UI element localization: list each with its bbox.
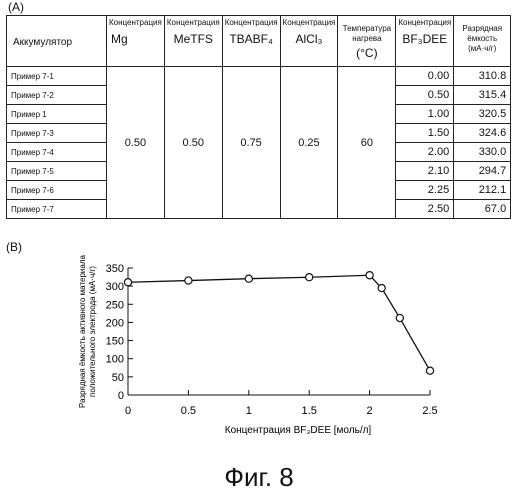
row-name: Пример 7-3 [7,124,107,143]
header-tbabf-top: Концентрация [225,18,278,28]
header-temp-top: Температура нагрева [340,24,393,44]
y-axis-label-line: положительного электрода (мА·ч/г) [88,266,97,397]
mg-value: 0.50 [107,67,165,219]
y-tick-label: 200 [106,317,124,329]
bf-value: 1.50 [396,124,454,143]
y-tick-label: 250 [106,299,124,311]
x-tick-label: 2.5 [422,405,437,417]
data-point [378,284,385,291]
x-axis-label: Концентрация BF₃DEE [моль/л] [225,425,372,436]
header-battery: Аккумулятор [7,16,107,67]
header-metfs: Концентрация MeTFS [164,16,222,67]
header-mg-bottom: Mg [109,32,162,46]
header-temp-bottom: (°C) [340,46,393,60]
y-tick-label: 150 [106,336,124,348]
header-metfs-top: Концентрация [167,18,220,28]
bf-value: 0.50 [396,86,454,105]
temp-value: 60 [338,67,396,219]
data-point [306,274,313,281]
header-mg-top: Концентрация [109,18,162,28]
row-name: Пример 7-6 [7,181,107,200]
y-tick-label: 100 [106,354,124,366]
y-tick-label: 0 [118,390,124,402]
row-name: Пример 7-2 [7,86,107,105]
panel-a-label: (A) [8,0,24,14]
header-temp: Температура нагрева (°C) [338,16,396,67]
capacity-value: 315.4 [454,86,511,105]
table-row: Пример 7-1 0.50 0.50 0.75 0.25 60 0.00 3… [7,67,511,86]
capacity-value: 310.8 [454,67,511,86]
header-mg: Концентрация Mg [107,16,165,67]
header-bf: Концентрация BF₃DEE [396,16,454,67]
data-point [426,367,433,374]
y-tick-label: 300 [106,281,124,293]
row-name: Пример 7-7 [7,200,107,219]
capacity-value: 330.0 [454,143,511,162]
header-tbabf: Концентрация TBABF₄ [222,16,280,67]
capacity-chart: 0 50 100 150 200 250 300 350 0 0.5 1 1.5 2 2.5 Концент… [0,255,518,465]
capacity-table: Аккумулятор Концентрация Mg Концентрация… [6,15,511,219]
capacity-value: 67.0 [454,200,511,219]
data-point [124,279,131,286]
header-alcl: Концентрация AlCl₃ [280,16,338,67]
bf-value: 2.50 [396,200,454,219]
capacity-value: 320.5 [454,105,511,124]
row-name: Пример 7-4 [7,143,107,162]
row-name: Пример 1 [7,105,107,124]
bf-value: 2.10 [396,162,454,181]
bf-value: 0.00 [396,67,454,86]
header-metfs-bottom: MeTFS [167,32,220,46]
x-tick-label: 0.5 [181,405,196,417]
header-tbabf-bottom: TBABF₄ [225,32,278,46]
x-tick-label: 1 [246,405,252,417]
x-tick-label: 1.5 [302,405,317,417]
header-alcl-top: Концентрация [283,18,336,28]
data-point [396,314,403,321]
capacity-value: 212.1 [454,181,511,200]
panel-b-label: (B) [6,240,22,254]
table-header-row: Аккумулятор Концентрация Mg Концентрация… [7,16,511,67]
data-point [245,275,252,282]
header-alcl-bottom: AlCl₃ [283,32,336,46]
header-capacity: Разрядная ёмкость (мА·ч/г) [454,16,511,67]
x-tick-label: 0 [125,405,131,417]
metfs-value: 0.50 [164,67,222,219]
header-bf-bottom: BF₃DEE [398,32,451,46]
tbabf-value: 0.75 [222,67,280,219]
bf-value: 1.00 [396,105,454,124]
alcl-value: 0.25 [280,67,338,219]
bf-value: 2.25 [396,181,454,200]
capacity-value: 324.6 [454,124,511,143]
y-tick-label: 50 [112,372,124,384]
bf-value: 2.00 [396,143,454,162]
y-axis-label: Разрядная ёмкость активного материалапол… [78,255,97,408]
data-point [366,272,373,279]
capacity-value: 294.7 [454,162,511,181]
data-point [185,277,192,284]
figure-caption: Фиг. 8 [0,462,518,493]
row-name: Пример 7-5 [7,162,107,181]
row-name: Пример 7-1 [7,67,107,86]
y-tick-label: 350 [106,263,124,275]
header-bf-top: Концентрация [398,18,451,28]
header-capacity-text: Разрядная ёмкость (мА·ч/г) [456,24,508,54]
x-tick-label: 2 [367,405,373,417]
y-axis-label-line: Разрядная ёмкость активного материала [78,255,87,408]
